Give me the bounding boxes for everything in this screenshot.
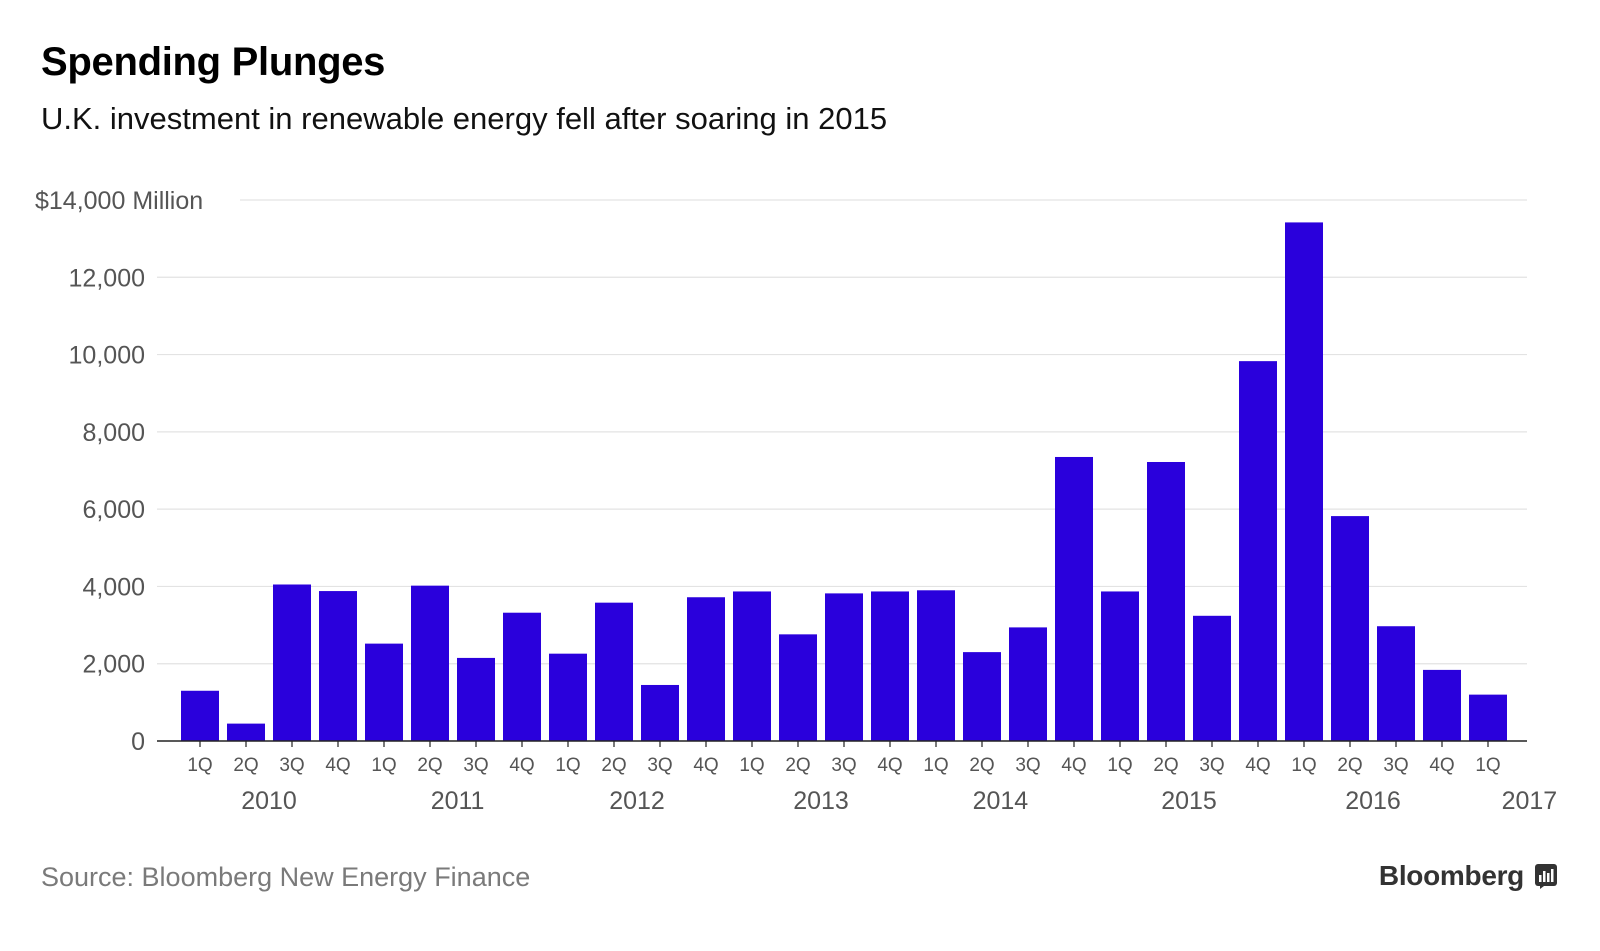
x-tick-label: 2Q [233,755,258,776]
x-tick-label: 1Q [1291,755,1316,776]
year-label: 2013 [793,787,849,815]
x-tick-label: 4Q [877,755,902,776]
year-label: 2016 [1345,787,1401,815]
bar [365,643,403,741]
x-tick-label: 3Q [831,755,856,776]
bar [963,652,1001,741]
bar [1193,615,1231,741]
x-tick-label: 3Q [1015,755,1040,776]
x-tick-label: 2Q [1337,755,1362,776]
bar [871,591,909,741]
bar [1285,222,1323,742]
bar [687,597,725,741]
bar [1469,694,1507,741]
x-tick-label: 2Q [601,755,626,776]
y-tick-label: 6,000 [82,496,145,524]
x-tick-label: 4Q [693,755,718,776]
x-tick-label: 2Q [1153,755,1178,776]
x-tick-label: 4Q [509,755,534,776]
x-tick-label: 2Q [785,755,810,776]
bar [595,602,633,741]
source-note: Source: Bloomberg New Energy Finance [41,862,531,892]
y-tick-label: 2,000 [82,651,145,679]
x-tick-label: 1Q [371,755,396,776]
x-tick-label: 2Q [969,755,994,776]
bar [549,653,587,741]
bar [1055,456,1093,741]
bar [181,690,219,741]
x-tick-label: 1Q [923,755,948,776]
y-tick-label: 10,000 [69,342,145,370]
bar [917,590,955,741]
x-tick-label: 1Q [1475,755,1500,776]
y-tick-label: 0 [131,728,145,756]
brand-logo: Bloomberg [1379,860,1560,892]
bar [457,657,495,741]
chart-subtitle: U.K. investment in renewable energy fell… [41,101,888,136]
bar [641,684,679,741]
x-tick-label: 1Q [555,755,580,776]
bar [825,593,863,741]
year-label: 2015 [1161,787,1217,815]
x-tick-label: 1Q [1107,755,1132,776]
x-tick-label: 1Q [187,755,212,776]
bar [1009,627,1047,741]
bar [733,591,771,741]
bar [273,584,311,741]
x-tick-label: 3Q [647,755,672,776]
bar [779,634,817,741]
x-tick-label: 4Q [325,755,350,776]
bar [1239,361,1277,741]
bar [1423,669,1461,741]
brand-name: Bloomberg [1378,860,1524,891]
year-label: 2012 [609,787,665,815]
x-tick-label: 2Q [417,755,442,776]
bar [1331,516,1369,741]
y-tick-label: 8,000 [82,419,145,447]
x-tick-label: 4Q [1245,755,1270,776]
y-tick-label: $14,000 Million [35,187,203,215]
year-label: 2010 [241,787,297,815]
bar [227,723,265,741]
x-tick-label: 4Q [1061,755,1086,776]
year-label: 2017 [1502,787,1558,815]
year-label: 2014 [973,787,1029,815]
y-tick-label: 4,000 [82,573,145,601]
bar [1147,461,1185,741]
bloomberg-terminal-icon [1534,863,1560,889]
bar [1101,591,1139,741]
bar [411,585,449,741]
y-tick-label: 12,000 [69,264,145,292]
x-tick-label: 4Q [1429,755,1454,776]
x-tick-label: 3Q [1199,755,1224,776]
x-tick-label: 3Q [279,755,304,776]
chart-title: Spending Plunges [41,40,386,84]
year-label: 2011 [431,787,485,815]
bar [503,612,541,741]
bar [1377,626,1415,741]
bar [319,591,357,741]
x-tick-label: 1Q [739,755,764,776]
x-tick-label: 3Q [1383,755,1408,776]
x-tick-label: 3Q [463,755,488,776]
